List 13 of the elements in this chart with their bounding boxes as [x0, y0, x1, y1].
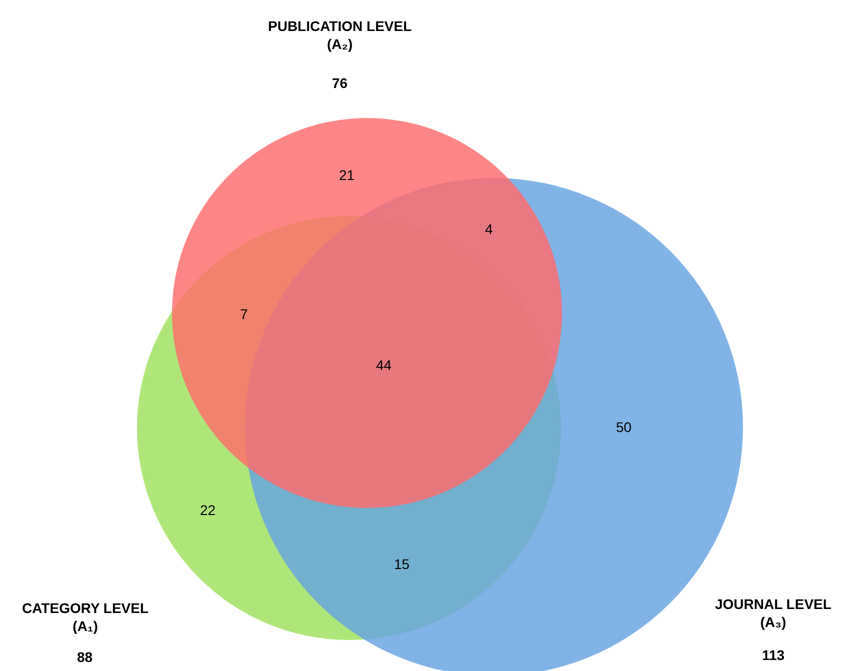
text: 7 [240, 306, 248, 322]
category-label: PUBLICATION LEVEL (A₂) [268, 18, 412, 52]
category-label: JOURNAL LEVEL (A₃) [715, 596, 832, 630]
text: 21 [339, 167, 355, 183]
data-label: 76 [332, 75, 348, 91]
category-label: CATEGORY LEVEL (A₁) [22, 600, 149, 634]
text: 22 [200, 502, 216, 518]
data-label: 88 [77, 649, 93, 665]
text: 44 [376, 357, 392, 373]
text: 4 [485, 221, 493, 237]
text: 50 [616, 419, 632, 435]
text: 15 [394, 556, 410, 572]
data-label: 113 [762, 647, 785, 663]
